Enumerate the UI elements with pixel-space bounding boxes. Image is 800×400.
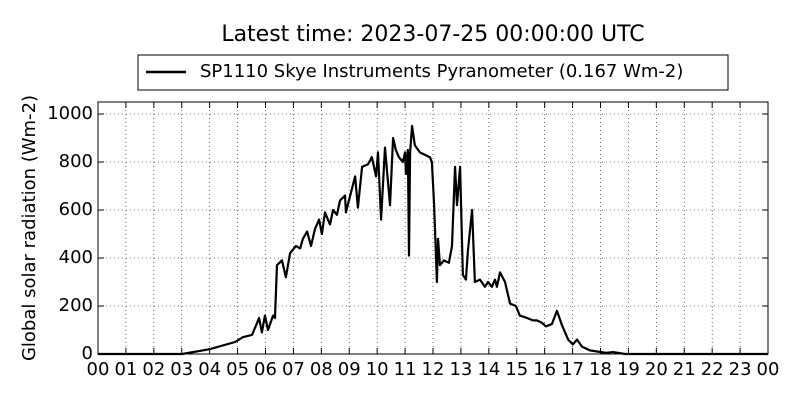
x-tick-label: 20 <box>645 359 668 380</box>
data-line <box>98 124 768 356</box>
legend-box <box>137 54 729 91</box>
x-tick-label: 05 <box>226 359 249 380</box>
x-tick-label: 11 <box>394 359 417 380</box>
x-tick-label: 07 <box>282 359 305 380</box>
x-tick-label: 15 <box>505 359 528 380</box>
chart-title: Latest time: 2023-07-25 00:00:00 UTC <box>221 22 644 47</box>
x-tick-label: 23 <box>729 359 752 380</box>
x-tick-label: 04 <box>198 359 221 380</box>
y-axis-label: Global solar radiation (Wm-2) <box>19 95 40 361</box>
x-tick-label: 17 <box>561 359 584 380</box>
x-tick-label: 02 <box>142 359 165 380</box>
x-tick-label: 21 <box>673 359 696 380</box>
x-tick-label: 00 <box>87 359 110 380</box>
legend-label: SP1110 Skye Instruments Pyranometer (0.1… <box>200 61 683 82</box>
x-tick-label: 12 <box>422 359 445 380</box>
y-tick-label: 800 <box>59 151 93 172</box>
x-tick-label: 08 <box>310 359 333 380</box>
x-tick-label: 01 <box>114 359 137 380</box>
x-tick-label: 16 <box>533 359 556 380</box>
x-tick-label: 18 <box>589 359 612 380</box>
plot-frame <box>97 101 769 355</box>
legend: SP1110 Skye Instruments Pyranometer (0.1… <box>137 54 729 91</box>
y-tick-label: 0 <box>82 343 93 364</box>
y-tick-label: 600 <box>59 199 93 220</box>
x-tick-label: 22 <box>701 359 724 380</box>
x-tick-label: 13 <box>449 359 472 380</box>
x-tick-label: 03 <box>170 359 193 380</box>
x-tick-label: 09 <box>338 359 361 380</box>
x-tick-label: 19 <box>617 359 640 380</box>
x-tick-label: 14 <box>477 359 500 380</box>
y-tick-label: 200 <box>59 295 93 316</box>
y-tick-label: 1000 <box>47 103 93 124</box>
y-tick-label: 400 <box>59 247 93 268</box>
x-tick-label: 00 <box>757 359 780 380</box>
x-tick-label: 10 <box>366 359 389 380</box>
x-tick-label: 06 <box>254 359 277 380</box>
